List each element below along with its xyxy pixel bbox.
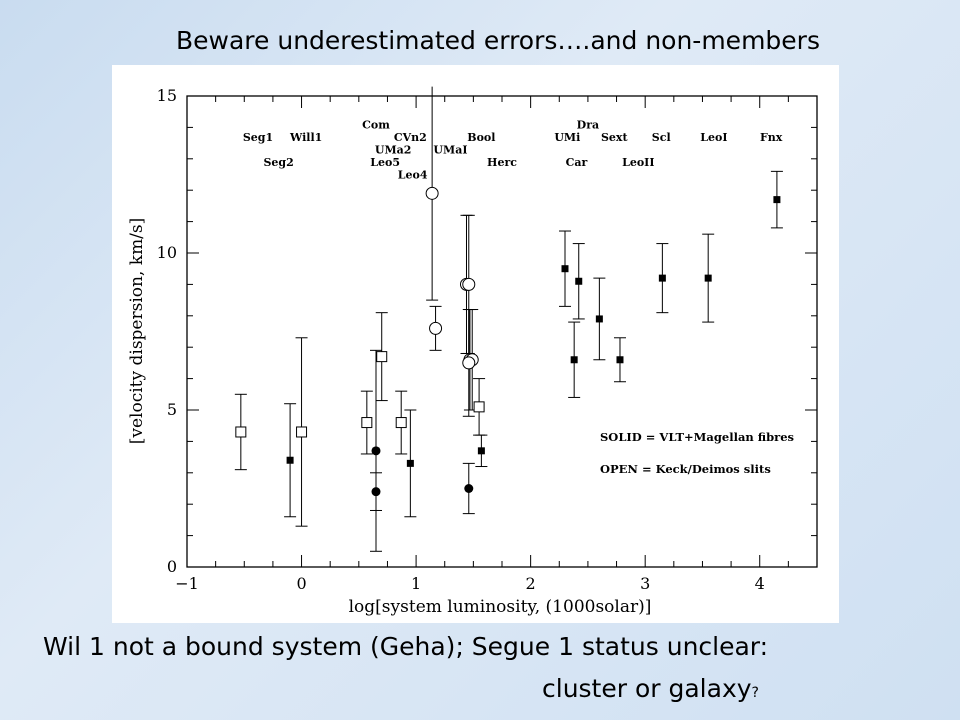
galaxy-label: Scl (652, 131, 671, 144)
y-tick-label: 5 (167, 400, 177, 419)
galaxy-label: Seg2 (263, 156, 293, 169)
galaxy-label: UMi (554, 131, 580, 144)
y-axis-label: [velocity dispersion, km/s] (127, 218, 147, 445)
data-point-open-square (473, 401, 485, 413)
caption-line-1: Wil 1 not a bound system (Geha); Segue 1… (43, 632, 769, 661)
x-axis-label: log[system luminosity, (1000solar)] (349, 597, 652, 617)
data-point-open-square (376, 351, 388, 363)
x-tick-label: 3 (640, 574, 650, 593)
galaxy-label: Herc (487, 156, 517, 169)
data-point-open-square (296, 426, 308, 438)
y-tick-label: 0 (167, 557, 177, 576)
galaxy-label: UMaI (433, 143, 467, 156)
caption-line-2-text: cluster or galaxy (542, 674, 752, 703)
slide-title: Beware underestimated errors….and non-me… (176, 26, 820, 55)
data-point-open-square (361, 417, 373, 429)
data-point-solid-square (477, 447, 485, 455)
data-point-solid-square (406, 459, 414, 467)
galaxy-label: CVn2 (394, 131, 427, 144)
galaxy-label: Dra (577, 118, 599, 131)
data-point-solid-square (704, 274, 712, 282)
x-tick-label: 1 (411, 574, 421, 593)
data-point-solid-circle (371, 446, 381, 456)
x-tick-label: −1 (175, 574, 199, 593)
data-point-solid-square (561, 265, 569, 273)
galaxy-label: Will1 (289, 131, 322, 144)
data-point-solid-square (616, 356, 624, 364)
galaxy-label: Fnx (760, 131, 783, 144)
galaxy-label: UMa2 (375, 143, 412, 156)
galaxy-label: Com (362, 118, 390, 131)
galaxy-label: Leo5 (370, 156, 400, 169)
data-point-open-square (235, 426, 247, 438)
data-point-solid-square (286, 456, 294, 464)
galaxy-label: Car (566, 156, 588, 169)
caption-question-mark: ? (751, 685, 759, 701)
data-point-open-circle (462, 277, 476, 291)
data-point-open-square (395, 417, 407, 429)
data-point-open-circle (462, 356, 476, 370)
galaxy-label: Seg1 (243, 131, 273, 144)
data-point-solid-circle (464, 484, 474, 493)
legend-entry-solid: SOLID = VLT+Magellan fibres (600, 430, 794, 444)
data-point-solid-square (595, 315, 603, 323)
y-tick-label: 15 (157, 86, 177, 105)
data-point-open-circle (425, 186, 439, 200)
y-tick-label: 10 (157, 243, 177, 262)
galaxy-label: Sext (601, 131, 629, 144)
data-point-solid-square (658, 274, 666, 282)
chart-panel: −1 0 1 2 3 4 0 5 10 15 Com Dra Seg1 Will1 CVn2 Bool UMi… (112, 65, 839, 623)
data-point-solid-square (575, 277, 583, 285)
data-point-solid-square (570, 356, 578, 364)
data-point-solid-circle (371, 487, 381, 497)
galaxy-label: Leo4 (398, 169, 428, 182)
x-tick-label: 4 (755, 574, 765, 593)
galaxy-label: LeoI (700, 131, 727, 144)
data-point-open-circle (429, 321, 443, 335)
legend-entry-open: OPEN = Keck/Deimos slits (600, 462, 771, 476)
caption-line-2: cluster or galaxy? (542, 674, 759, 703)
galaxy-label: Bool (467, 131, 495, 144)
x-tick-label: 2 (526, 574, 536, 593)
galaxy-label: LeoII (622, 156, 654, 169)
data-point-solid-square (773, 196, 781, 204)
x-tick-label: 0 (296, 574, 306, 593)
